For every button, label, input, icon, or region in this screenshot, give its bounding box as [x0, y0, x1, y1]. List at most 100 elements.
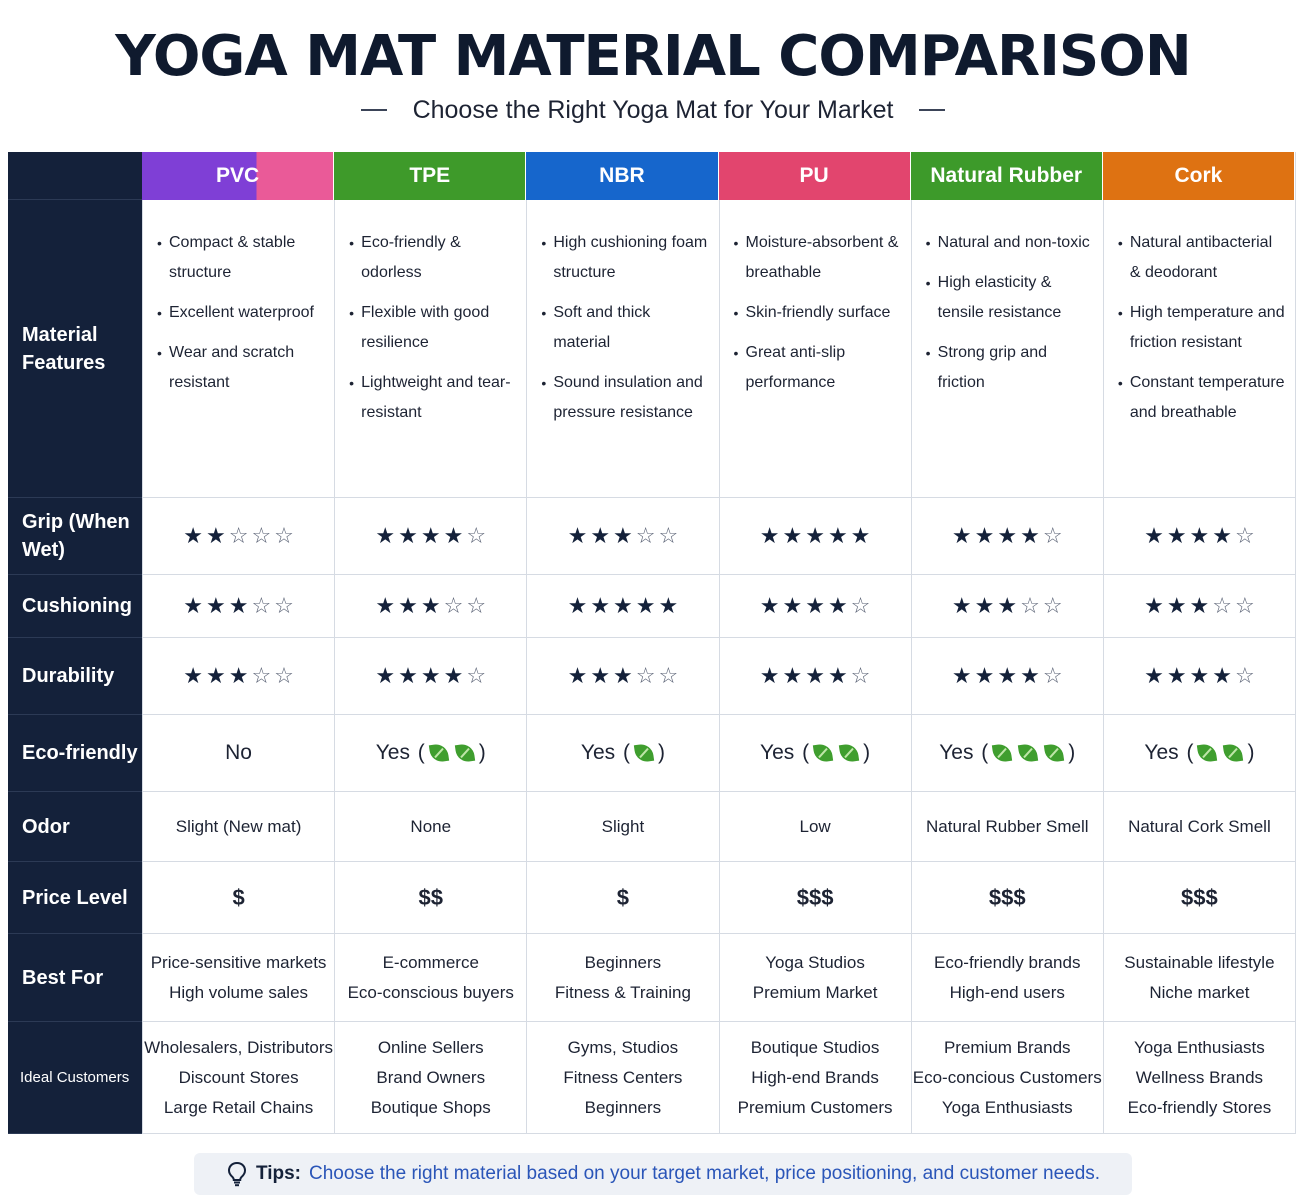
- eco-text: Yes: [939, 741, 974, 764]
- star-rating: ★ ★ ★ ★ ☆: [375, 525, 486, 547]
- feature-item: Sound insulation and pressure resistance: [541, 368, 710, 428]
- ideal-customer-line: Brand Owners: [376, 1067, 486, 1087]
- star-filled-icon: ★: [827, 663, 848, 688]
- row-header-odor: Odor: [8, 792, 142, 862]
- star-empty-icon: ☆: [251, 593, 272, 618]
- star-filled-icon: ★: [398, 593, 418, 618]
- star-empty-icon: ☆: [274, 523, 294, 548]
- star-empty-icon: ☆: [658, 663, 679, 688]
- cushioning-rating-cell: ★ ★ ★ ☆ ☆: [142, 575, 335, 638]
- star-filled-icon: ★: [951, 593, 972, 618]
- durability-rating-cell: ★ ★ ★ ★ ☆: [718, 638, 911, 715]
- row-header-eco: Eco-friendly: [8, 715, 142, 792]
- cushioning-rating-cell: ★ ★ ★ ☆ ☆: [334, 575, 527, 638]
- star-filled-icon: ★: [974, 523, 995, 548]
- star-filled-icon: ★: [805, 593, 825, 618]
- features-cell: High cushioning foam structure Soft and …: [526, 200, 719, 498]
- star-filled-icon: ★: [228, 663, 249, 688]
- grip-rating-cell: ★ ★ ☆ ☆ ☆: [142, 498, 335, 575]
- star-rating: ★ ★ ☆ ☆ ☆: [183, 525, 294, 547]
- best-for-line: Price-sensitive markets: [150, 952, 327, 972]
- star-empty-icon: ☆: [635, 523, 656, 548]
- cushioning-rating-cell: ★ ★ ★ ☆ ☆: [910, 575, 1103, 638]
- star-empty-icon: ☆: [658, 523, 679, 548]
- ideal-customer-line: Wholesalers, Distributors: [144, 1037, 334, 1057]
- feature-item: High temperature and friction resistant: [1118, 298, 1287, 358]
- feature-item: Wear and scratch resistant: [157, 338, 326, 398]
- star-filled-icon: ★: [1144, 663, 1164, 688]
- price-cell: $: [526, 862, 719, 934]
- grip-rating-cell: ★ ★ ★ ★ ★: [718, 498, 911, 575]
- feature-item: Flexible with good resilience: [349, 298, 518, 358]
- features-cell: Natural antibacterial & deodorant High t…: [1102, 200, 1295, 498]
- eco-value: Yes (): [581, 741, 665, 765]
- star-filled-icon: ★: [1166, 593, 1187, 618]
- star-filled-icon: ★: [613, 663, 633, 688]
- star-filled-icon: ★: [590, 663, 611, 688]
- ideal-customer-line: Eco-friendly Stores: [1127, 1097, 1272, 1117]
- star-filled-icon: ★: [974, 663, 995, 688]
- ideal-customers-cell: Boutique Studios High-end Brands Premium…: [718, 1022, 911, 1134]
- star-filled-icon: ★: [1166, 523, 1187, 548]
- star-rating: ★ ★ ★ ☆ ☆: [952, 595, 1063, 617]
- cushioning-rating-cell: ★ ★ ★ ☆ ☆: [1102, 575, 1295, 638]
- paren-open: (: [617, 741, 630, 764]
- star-filled-icon: ★: [951, 523, 972, 548]
- best-for-line: Yoga Studios: [765, 952, 865, 972]
- star-empty-icon: ☆: [1020, 593, 1040, 618]
- star-filled-icon: ★: [1212, 523, 1233, 548]
- eco-text: No: [225, 741, 252, 764]
- feature-item: Natural and non-toxic: [926, 228, 1095, 258]
- leaf-icon: [1197, 742, 1218, 764]
- column-header-cork: Cork: [1102, 152, 1294, 200]
- ideal-customer-line: Gyms, Studios: [567, 1037, 679, 1057]
- durability-rating-cell: ★ ★ ★ ☆ ☆: [526, 638, 719, 715]
- price-cell: $: [142, 862, 335, 934]
- star-rating: ★ ★ ★ ☆ ☆: [183, 665, 294, 687]
- star-filled-icon: ★: [1189, 523, 1210, 548]
- eco-text: Yes: [1144, 741, 1179, 764]
- ideal-customers-cell: Gyms, Studios Fitness Centers Beginners: [526, 1022, 719, 1134]
- star-rating: ★ ★ ★ ★ ☆: [1144, 525, 1255, 547]
- star-filled-icon: ★: [782, 523, 803, 548]
- star-empty-icon: ☆: [1235, 593, 1255, 618]
- star-filled-icon: ★: [827, 523, 848, 548]
- odor-cell: Low: [718, 792, 911, 862]
- star-empty-icon: ☆: [274, 663, 294, 688]
- star-filled-icon: ★: [759, 523, 780, 548]
- feature-item: Great anti-slip performance: [734, 338, 903, 398]
- ideal-customers-cell: Premium Brands Eco-concious Customers Yo…: [910, 1022, 1103, 1134]
- price-cell: $$$: [1102, 862, 1295, 934]
- star-filled-icon: ★: [183, 663, 203, 688]
- best-for-cell: Beginners Fitness & Training: [526, 934, 719, 1022]
- ideal-customer-line: Boutique Shops: [370, 1097, 491, 1117]
- best-for-line: E-commerce: [382, 952, 479, 972]
- star-filled-icon: ★: [1144, 593, 1164, 618]
- cushioning-rating-cell: ★ ★ ★ ★ ☆: [718, 575, 911, 638]
- star-filled-icon: ★: [805, 523, 825, 548]
- price-cell: $$$: [910, 862, 1103, 934]
- table-corner: [8, 152, 142, 200]
- leaf-icon: [428, 742, 449, 764]
- star-filled-icon: ★: [850, 523, 871, 548]
- star-filled-icon: ★: [613, 593, 633, 618]
- paren-close: ): [657, 741, 665, 764]
- star-empty-icon: ☆: [274, 593, 294, 618]
- best-for-line: Sustainable lifestyle: [1124, 952, 1275, 972]
- best-for-cell: E-commerce Eco-conscious buyers: [334, 934, 527, 1022]
- feature-item: High elasticity & tensile resistance: [926, 268, 1095, 328]
- features-cell: Eco-friendly & odorless Flexible with go…: [334, 200, 527, 498]
- star-empty-icon: ☆: [635, 663, 656, 688]
- subtitle-dash-left: [360, 109, 387, 111]
- star-filled-icon: ★: [613, 523, 633, 548]
- star-filled-icon: ★: [1189, 593, 1210, 618]
- eco-value: Yes (): [939, 741, 1075, 765]
- star-filled-icon: ★: [759, 593, 780, 618]
- star-rating: ★ ★ ★ ☆ ☆: [1144, 595, 1255, 617]
- star-filled-icon: ★: [635, 593, 656, 618]
- star-filled-icon: ★: [398, 663, 418, 688]
- odor-cell: None: [334, 792, 527, 862]
- leaf-icon: [454, 742, 475, 764]
- star-rating: ★ ★ ★ ★ ☆: [952, 665, 1063, 687]
- column-header-nbr: NBR: [526, 152, 718, 200]
